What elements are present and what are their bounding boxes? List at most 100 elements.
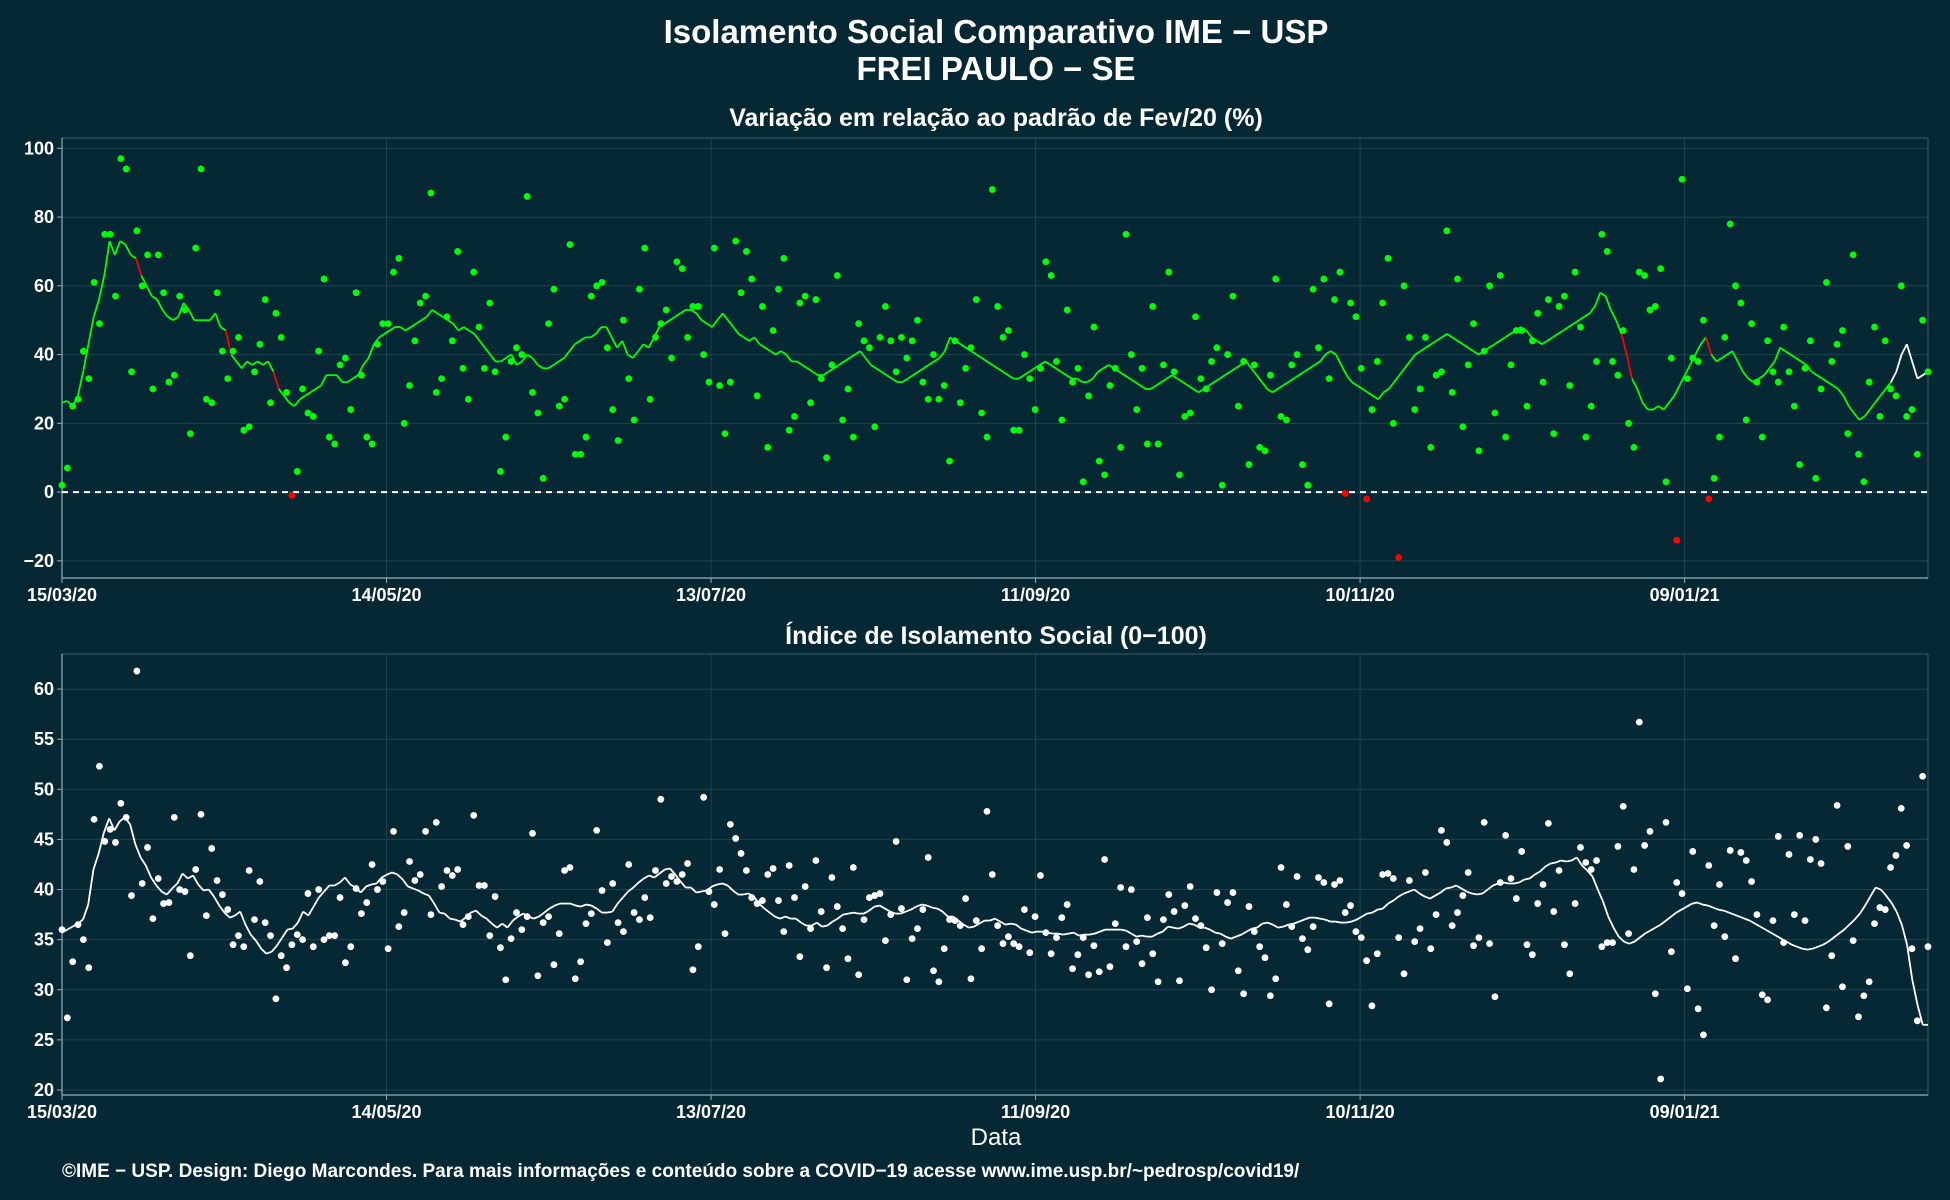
y-tick-label: 55 bbox=[34, 729, 54, 749]
data-point bbox=[1518, 327, 1526, 334]
data-point bbox=[358, 371, 365, 379]
data-point bbox=[636, 285, 643, 293]
line-segment bbox=[605, 326, 613, 338]
x-tick-label: 14/05/20 bbox=[351, 1102, 421, 1122]
line-segment bbox=[981, 357, 988, 363]
line-segment bbox=[769, 911, 776, 918]
data-point bbox=[1544, 819, 1552, 827]
data-point bbox=[881, 303, 889, 310]
data-point bbox=[1058, 914, 1066, 921]
data-point bbox=[1037, 872, 1044, 879]
line-segment bbox=[627, 886, 634, 893]
data-point bbox=[1149, 303, 1157, 310]
line-segment bbox=[923, 364, 930, 370]
line-segment bbox=[140, 275, 148, 287]
data-point bbox=[470, 811, 478, 819]
data-point bbox=[1758, 991, 1766, 999]
data-point bbox=[1218, 940, 1226, 948]
data-point bbox=[785, 426, 793, 434]
data-point bbox=[1924, 368, 1932, 376]
line-segment bbox=[1224, 370, 1231, 376]
data-point bbox=[245, 867, 253, 874]
data-point bbox=[475, 323, 483, 331]
data-point bbox=[796, 299, 804, 307]
line-segment bbox=[1602, 901, 1610, 917]
line-segment bbox=[1895, 911, 1903, 925]
line-segment bbox=[1791, 943, 1798, 948]
line-segment bbox=[473, 333, 481, 342]
data-point bbox=[1528, 337, 1536, 345]
line-segment bbox=[1612, 927, 1620, 938]
data-point bbox=[1716, 433, 1723, 441]
data-point bbox=[593, 282, 601, 290]
line-segment bbox=[500, 357, 507, 363]
data-point bbox=[1801, 364, 1809, 372]
data-point bbox=[1641, 272, 1649, 279]
line-segment bbox=[1361, 912, 1368, 918]
line-segment bbox=[1434, 891, 1441, 897]
data-point bbox=[876, 333, 884, 341]
data-point bbox=[1758, 433, 1766, 441]
data-point bbox=[1651, 303, 1659, 310]
data-point bbox=[1683, 375, 1691, 383]
line-segment bbox=[407, 885, 414, 890]
data-point bbox=[1561, 292, 1568, 300]
line-segment bbox=[177, 302, 185, 318]
data-point bbox=[1015, 943, 1023, 951]
data-point bbox=[1208, 358, 1215, 365]
line-segment bbox=[98, 275, 106, 300]
data-point bbox=[133, 667, 141, 675]
data-point bbox=[871, 423, 879, 431]
line-segment bbox=[1282, 381, 1289, 387]
data-point bbox=[1240, 990, 1248, 998]
data-point bbox=[636, 916, 643, 924]
line-segment bbox=[827, 367, 835, 373]
data-point bbox=[732, 835, 740, 842]
data-point bbox=[1026, 949, 1034, 957]
line-segment bbox=[1853, 912, 1861, 921]
data-point bbox=[684, 860, 691, 867]
data-point bbox=[1256, 943, 1264, 951]
line-segment bbox=[690, 886, 697, 894]
line-segment bbox=[748, 336, 755, 342]
data-point bbox=[1475, 934, 1483, 942]
data-point bbox=[828, 361, 836, 369]
line-segment bbox=[1534, 870, 1541, 876]
data-point bbox=[908, 935, 916, 943]
data-point bbox=[470, 268, 478, 276]
line-segment bbox=[1874, 395, 1882, 404]
data-point bbox=[464, 395, 472, 403]
x-tick-label: 09/01/21 bbox=[1650, 1102, 1720, 1122]
line-segment bbox=[1461, 887, 1468, 893]
line-segment bbox=[610, 336, 618, 349]
data-point bbox=[881, 937, 889, 945]
data-point bbox=[1721, 333, 1729, 341]
data-point bbox=[267, 399, 274, 407]
data-point bbox=[1282, 901, 1290, 908]
line-segment bbox=[375, 876, 383, 885]
data-point bbox=[1293, 873, 1301, 880]
line-segment bbox=[1345, 374, 1353, 383]
data-point bbox=[972, 296, 980, 303]
panel-variation: −20 0 20 40 60 80 100 15/03/20 14/05/20 13/07/20 1… bbox=[23, 137, 1932, 605]
data-point bbox=[1609, 939, 1616, 947]
data-point bbox=[1619, 802, 1627, 810]
line-segment bbox=[1102, 364, 1110, 370]
data-point bbox=[924, 395, 932, 403]
data-point bbox=[1010, 426, 1018, 434]
line-segment bbox=[679, 880, 687, 889]
line-segment bbox=[1880, 888, 1887, 897]
data-point bbox=[833, 272, 841, 279]
data-point bbox=[267, 932, 274, 940]
data-point bbox=[1309, 285, 1317, 293]
data-point bbox=[1218, 481, 1226, 489]
data-point bbox=[791, 894, 798, 901]
data-point bbox=[1812, 836, 1820, 843]
line-segment bbox=[543, 907, 551, 914]
line-segment bbox=[722, 882, 729, 887]
line-segment bbox=[1340, 364, 1348, 376]
line-segment bbox=[230, 354, 238, 362]
line-segment bbox=[315, 384, 322, 390]
data-point bbox=[160, 289, 167, 297]
line-segment bbox=[1383, 388, 1390, 394]
